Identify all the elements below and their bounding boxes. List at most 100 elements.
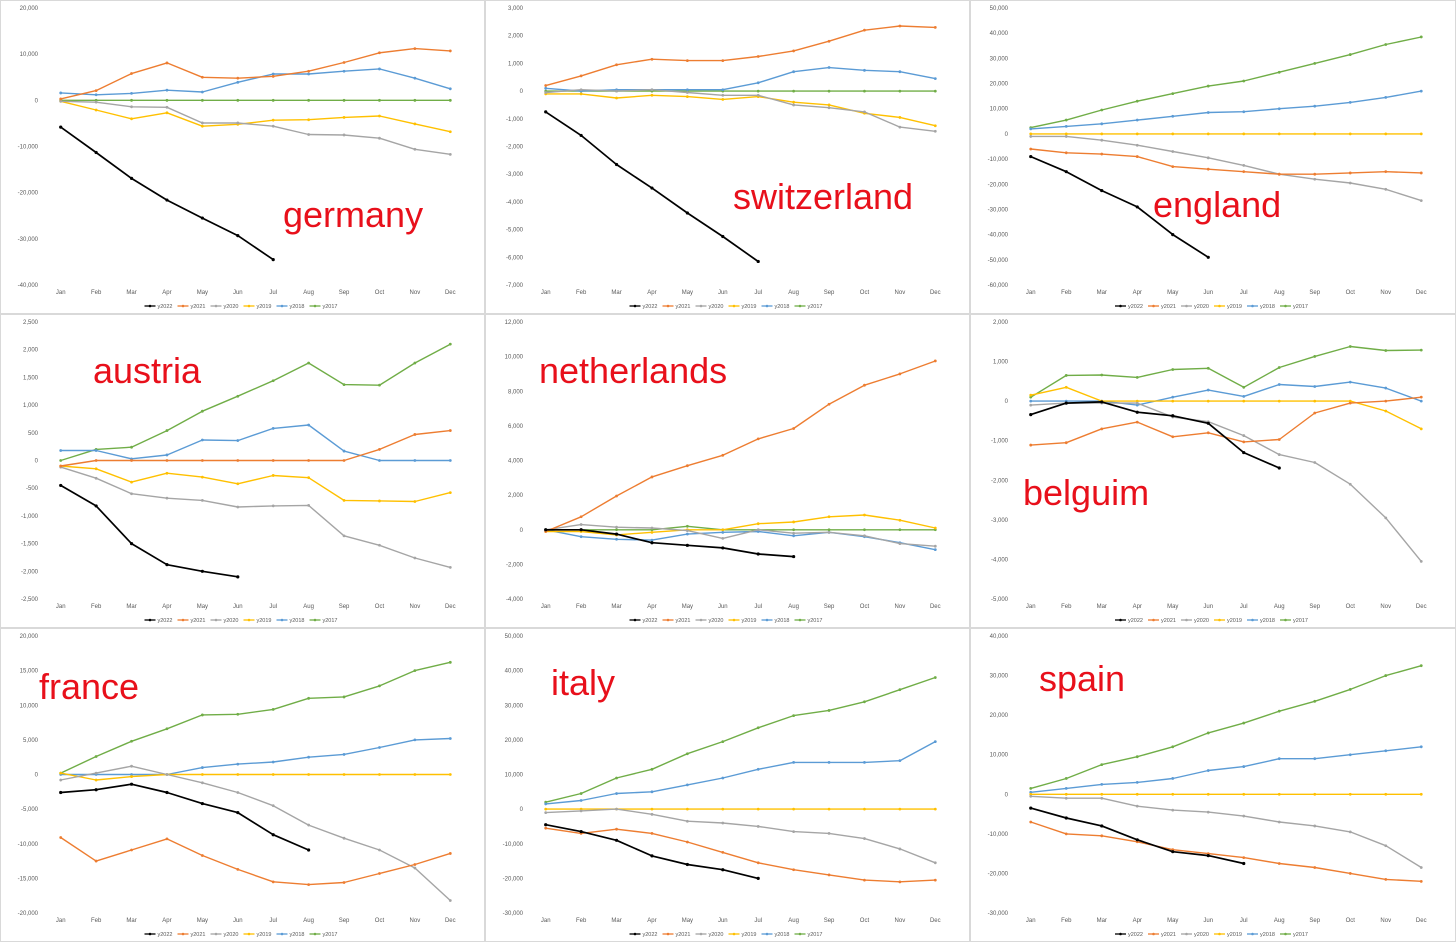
data-point-y2019 bbox=[1384, 792, 1388, 796]
data-point-y2018 bbox=[1206, 111, 1210, 114]
data-point-y2020 bbox=[756, 825, 760, 828]
data-point-y2018 bbox=[1029, 399, 1033, 403]
legend-marker-y2019 bbox=[732, 932, 736, 936]
data-point-y2018 bbox=[448, 737, 452, 740]
data-point-y2019 bbox=[448, 491, 452, 495]
data-point-y2021 bbox=[165, 459, 169, 462]
x-tick-label: Nov bbox=[1380, 290, 1391, 296]
data-point-y2021 bbox=[200, 854, 204, 857]
country-label: england bbox=[1153, 184, 1282, 225]
data-point-y2022 bbox=[94, 150, 98, 155]
data-point-y2018 bbox=[898, 70, 902, 74]
data-point-y2021 bbox=[792, 49, 796, 53]
data-point-y2021 bbox=[1064, 832, 1068, 836]
legend-label-y2017: y2017 bbox=[1293, 932, 1308, 938]
legend-marker-y2022 bbox=[633, 618, 637, 622]
legend-label-y2017: y2017 bbox=[323, 618, 338, 624]
data-point-y2017 bbox=[1242, 385, 1246, 389]
data-point-y2020 bbox=[1313, 824, 1317, 828]
data-point-y2018 bbox=[1029, 790, 1033, 794]
x-tick-label: Feb bbox=[576, 918, 587, 924]
data-point-y2017 bbox=[1206, 84, 1210, 88]
x-tick-label: Nov bbox=[410, 290, 421, 296]
data-point-y2018 bbox=[827, 66, 831, 69]
data-point-y2021 bbox=[615, 827, 618, 831]
legend-marker-y2020 bbox=[699, 932, 703, 936]
data-point-y2022 bbox=[271, 833, 275, 837]
data-point-y2018 bbox=[863, 760, 866, 764]
line-chart-austria: -2,500 -2,000 -1,500 -1,000 -500 0 500 1,000 1,5… bbox=[21, 320, 456, 624]
legend-label-y2018: y2018 bbox=[1260, 618, 1275, 624]
x-tick-label: Jul bbox=[754, 290, 762, 296]
data-point-y2020 bbox=[1135, 143, 1139, 147]
data-point-y2018 bbox=[1384, 749, 1388, 753]
series-line-y2018 bbox=[1030, 746, 1422, 793]
data-point-y2020 bbox=[1100, 138, 1104, 142]
data-point-y2017 bbox=[1419, 348, 1423, 352]
data-point-y2018 bbox=[792, 70, 796, 74]
data-point-y2021 bbox=[448, 429, 452, 432]
x-tick-label: Dec bbox=[1416, 918, 1427, 924]
data-point-y2022 bbox=[1135, 838, 1139, 842]
legend-label-y2022: y2022 bbox=[1128, 618, 1143, 624]
data-point-y2020 bbox=[1313, 177, 1317, 181]
data-point-y2018 bbox=[1242, 394, 1246, 398]
data-point-y2017 bbox=[165, 98, 169, 102]
data-point-y2020 bbox=[827, 530, 831, 534]
series-line-y2021 bbox=[1030, 821, 1422, 882]
data-point-y2018 bbox=[130, 773, 133, 776]
x-tick-label: Nov bbox=[1380, 604, 1391, 610]
data-point-y2021 bbox=[1277, 438, 1281, 441]
y-tick-label: -20,000 bbox=[988, 871, 1009, 877]
data-point-y2017 bbox=[933, 89, 937, 93]
data-point-y2019 bbox=[1064, 132, 1068, 136]
data-point-y2020 bbox=[165, 105, 169, 109]
data-point-y2020 bbox=[933, 129, 937, 133]
data-point-y2021 bbox=[544, 84, 548, 87]
data-point-y2021 bbox=[1419, 395, 1423, 399]
legend-label-y2021: y2021 bbox=[676, 304, 691, 310]
data-point-y2017 bbox=[413, 98, 417, 102]
data-point-y2017 bbox=[59, 459, 63, 462]
data-point-y2021 bbox=[94, 859, 98, 863]
data-point-y2019 bbox=[827, 103, 831, 107]
x-tick-label: Apr bbox=[162, 918, 171, 924]
series-line-y2021 bbox=[545, 827, 936, 883]
country-label: spain bbox=[1039, 658, 1126, 699]
data-point-y2022 bbox=[544, 528, 548, 532]
data-point-y2018 bbox=[200, 438, 204, 442]
x-tick-label: Jul bbox=[269, 604, 277, 610]
data-point-y2021 bbox=[1348, 401, 1352, 405]
legend-label-y2017: y2017 bbox=[1293, 304, 1308, 310]
data-point-y2020 bbox=[236, 505, 240, 509]
y-tick-label: 20,000 bbox=[505, 738, 524, 744]
legend-marker-y2019 bbox=[1218, 304, 1221, 308]
data-point-y2020 bbox=[615, 525, 618, 529]
data-point-y2017 bbox=[898, 528, 902, 532]
y-tick-label: -1,000 bbox=[506, 117, 524, 123]
data-point-y2017 bbox=[1135, 755, 1139, 759]
legend-marker-y2022 bbox=[633, 932, 637, 936]
data-point-y2022 bbox=[200, 569, 204, 573]
legend-marker-y2019 bbox=[732, 304, 736, 308]
data-point-y2017 bbox=[1419, 35, 1423, 39]
x-tick-label: Apr bbox=[1133, 604, 1142, 610]
data-point-y2022 bbox=[544, 110, 548, 114]
y-tick-label: -2,000 bbox=[506, 145, 524, 151]
data-point-y2021 bbox=[721, 59, 725, 63]
data-point-y2017 bbox=[1100, 108, 1104, 112]
chart-panel-germany: -40,000 -30,000 -20,000 -10,000 0 10,000 20,00… bbox=[0, 0, 485, 314]
data-point-y2021 bbox=[94, 89, 98, 93]
data-point-y2018 bbox=[1100, 122, 1104, 126]
data-point-y2018 bbox=[413, 459, 417, 462]
data-point-y2021 bbox=[413, 863, 417, 866]
data-point-y2020 bbox=[307, 133, 311, 136]
x-tick-label: Mar bbox=[126, 604, 136, 610]
data-point-y2017 bbox=[378, 383, 381, 387]
y-tick-label: 0 bbox=[520, 89, 524, 95]
legend-label-y2019: y2019 bbox=[257, 304, 272, 310]
data-point-y2019 bbox=[271, 118, 275, 122]
x-tick-label: Nov bbox=[895, 918, 906, 924]
x-tick-label: Sep bbox=[1309, 290, 1320, 296]
data-point-y2019 bbox=[1206, 132, 1210, 136]
